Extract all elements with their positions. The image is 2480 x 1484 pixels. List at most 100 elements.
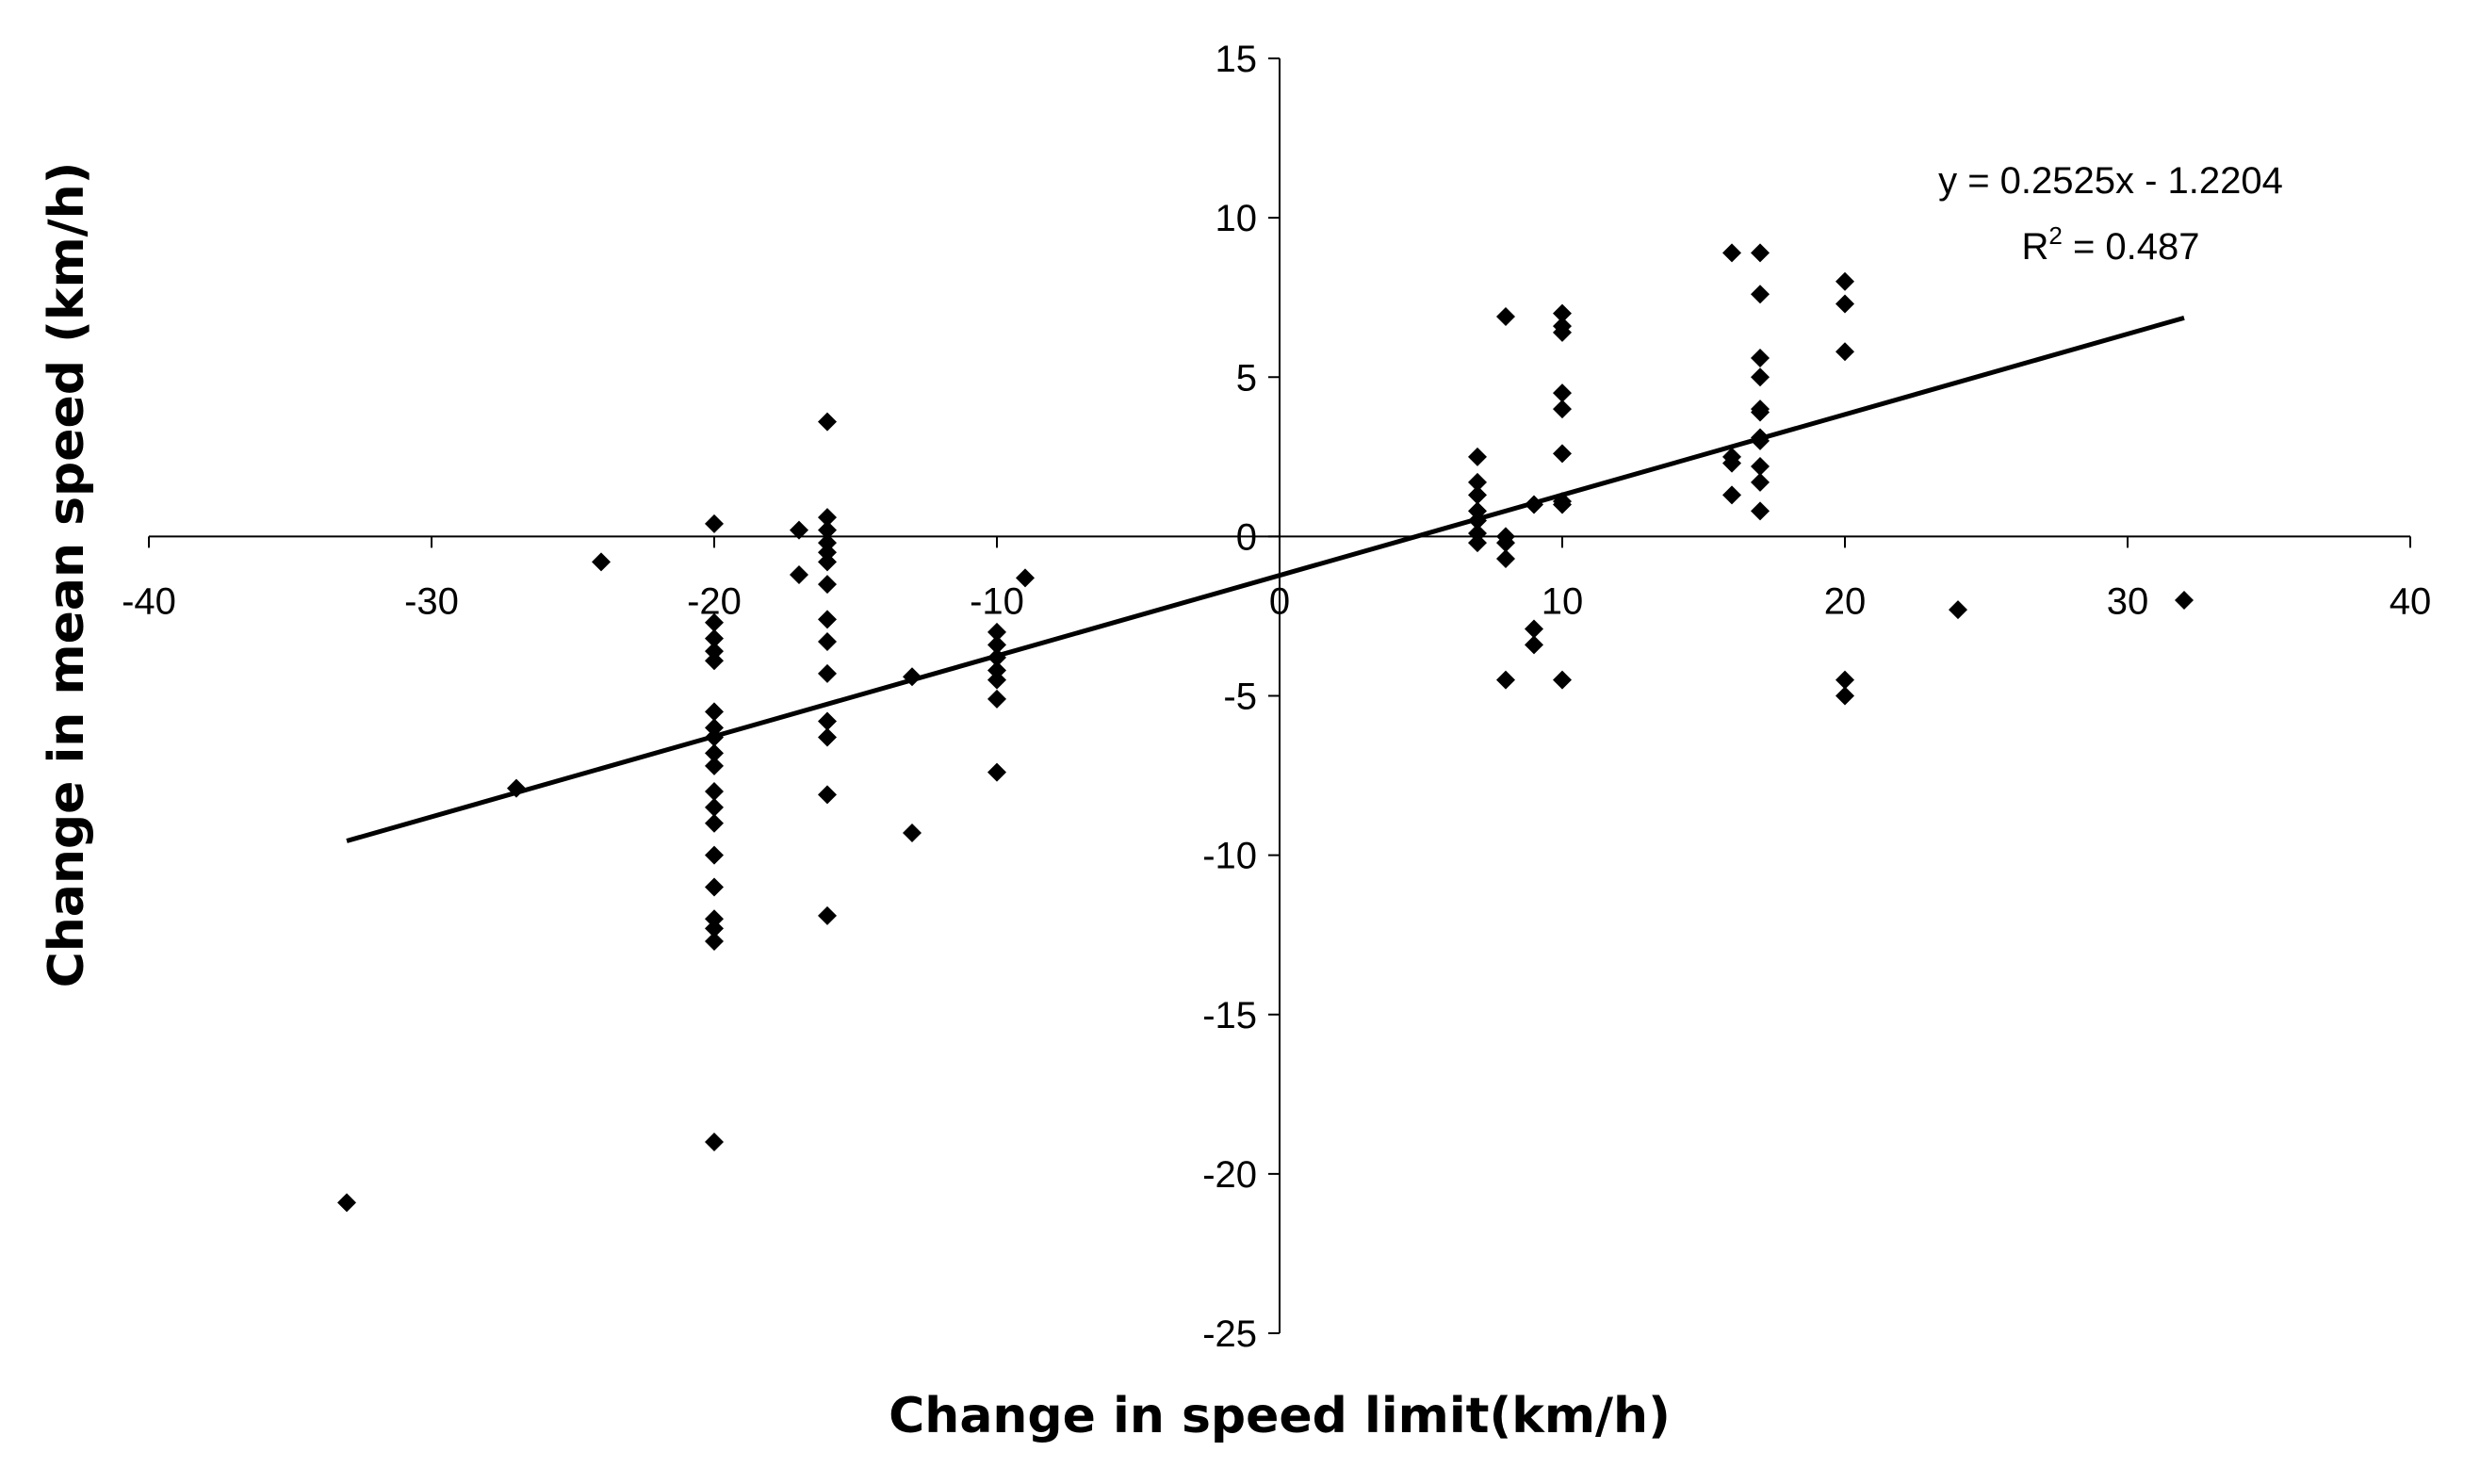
- trendline-equation: y = 0.2525x - 1.2204: [1938, 160, 2283, 202]
- data-point: [1751, 402, 1770, 422]
- data-point: [1496, 306, 1515, 326]
- data-point: [705, 651, 724, 671]
- data-point: [1496, 549, 1515, 569]
- data-point: [987, 660, 1006, 680]
- data-point: [1722, 485, 1741, 505]
- data-point: [1751, 501, 1770, 521]
- data-point: [818, 508, 837, 528]
- r-squared-exponent: 2: [2048, 221, 2062, 250]
- data-point: [705, 628, 724, 648]
- data-point: [705, 514, 724, 533]
- data-point: [818, 727, 837, 747]
- data-point: [1525, 635, 1543, 655]
- data-point: [987, 689, 1006, 709]
- data-point: [1751, 367, 1770, 387]
- data-point: [818, 575, 837, 595]
- data-point: [818, 533, 837, 553]
- data-point: [1751, 348, 1770, 367]
- data-point: [1722, 243, 1741, 263]
- data-point: [1836, 686, 1854, 706]
- y-tick-label: -25: [1202, 1313, 1257, 1355]
- y-axis-title: Change in mean speed (km/h): [39, 162, 95, 988]
- data-point: [1751, 456, 1770, 476]
- data-point: [1751, 243, 1770, 263]
- data-point: [705, 756, 724, 775]
- data-point: [818, 663, 837, 683]
- data-point: [1525, 619, 1543, 639]
- data-point: [705, 612, 724, 632]
- data-point: [1468, 533, 1487, 553]
- data-point: [1553, 383, 1572, 403]
- data-point: [1468, 523, 1487, 543]
- data-point: [818, 543, 837, 563]
- data-point: [1836, 271, 1854, 291]
- data-point: [705, 781, 724, 801]
- data-point: [790, 520, 808, 540]
- x-tick-label: 0: [1269, 580, 1290, 622]
- r-squared-label: R2 = 0.487: [2021, 221, 2199, 268]
- data-point: [705, 743, 724, 763]
- y-tick-label: 5: [1236, 357, 1257, 399]
- x-tick-label: 40: [2390, 580, 2432, 622]
- data-point: [818, 711, 837, 731]
- data-point: [818, 610, 837, 629]
- data-point: [1949, 600, 1967, 620]
- trendline: [346, 315, 2185, 843]
- data-point: [1553, 444, 1572, 464]
- data-point: [1751, 285, 1770, 304]
- x-tick-label: -40: [122, 580, 176, 622]
- data-point: [1751, 472, 1770, 492]
- data-point: [705, 877, 724, 897]
- x-tick-label: 10: [1542, 580, 1584, 622]
- x-tick-label: 20: [1824, 580, 1867, 622]
- data-point: [705, 642, 724, 661]
- data-point: [1836, 342, 1854, 362]
- data-point: [790, 564, 808, 584]
- data-point: [818, 785, 837, 805]
- data-point: [818, 552, 837, 572]
- data-point: [818, 905, 837, 925]
- data-point: [1468, 472, 1487, 492]
- data-point: [1553, 495, 1572, 514]
- data-point: [987, 670, 1006, 690]
- data-point: [592, 552, 611, 572]
- data-point: [987, 635, 1006, 655]
- data-point: [1016, 568, 1035, 588]
- data-point: [2175, 591, 2194, 611]
- data-point: [818, 631, 837, 651]
- y-tick-label: 15: [1216, 39, 1258, 80]
- data-point: [818, 520, 837, 540]
- data-point: [1496, 533, 1515, 553]
- x-tick-label: -10: [970, 580, 1024, 622]
- data-point: [1553, 400, 1572, 419]
- x-axis-title: Change in speed limit(km/h): [889, 1388, 1671, 1444]
- data-point: [705, 797, 724, 817]
- data-point: [987, 622, 1006, 642]
- data-points: [337, 243, 2194, 1213]
- data-point: [818, 412, 837, 432]
- y-tick-label: -20: [1202, 1154, 1257, 1196]
- y-tick-label: -5: [1223, 677, 1257, 718]
- data-point: [1553, 322, 1572, 342]
- data-point: [1836, 670, 1854, 690]
- r-squared-value: = 0.487: [2063, 226, 2200, 268]
- data-point: [705, 702, 724, 722]
- data-point: [705, 931, 724, 951]
- data-point: [1722, 453, 1741, 473]
- data-point: [705, 909, 724, 929]
- data-point: [1468, 485, 1487, 505]
- x-tick-label: 30: [2107, 580, 2149, 622]
- y-tick-label: -15: [1202, 995, 1257, 1036]
- x-tick-label: -30: [404, 580, 459, 622]
- data-point: [705, 813, 724, 833]
- data-point: [705, 1133, 724, 1152]
- data-point: [705, 845, 724, 865]
- data-point: [1836, 294, 1854, 314]
- ticks: -40 -30 -20 -10 0 10 20 30 40151050-5-10-15-20-2…: [122, 39, 2431, 1355]
- data-point: [903, 823, 922, 842]
- r-squared-symbol: R: [2021, 226, 2048, 268]
- data-point: [337, 1193, 356, 1213]
- data-point: [705, 718, 724, 738]
